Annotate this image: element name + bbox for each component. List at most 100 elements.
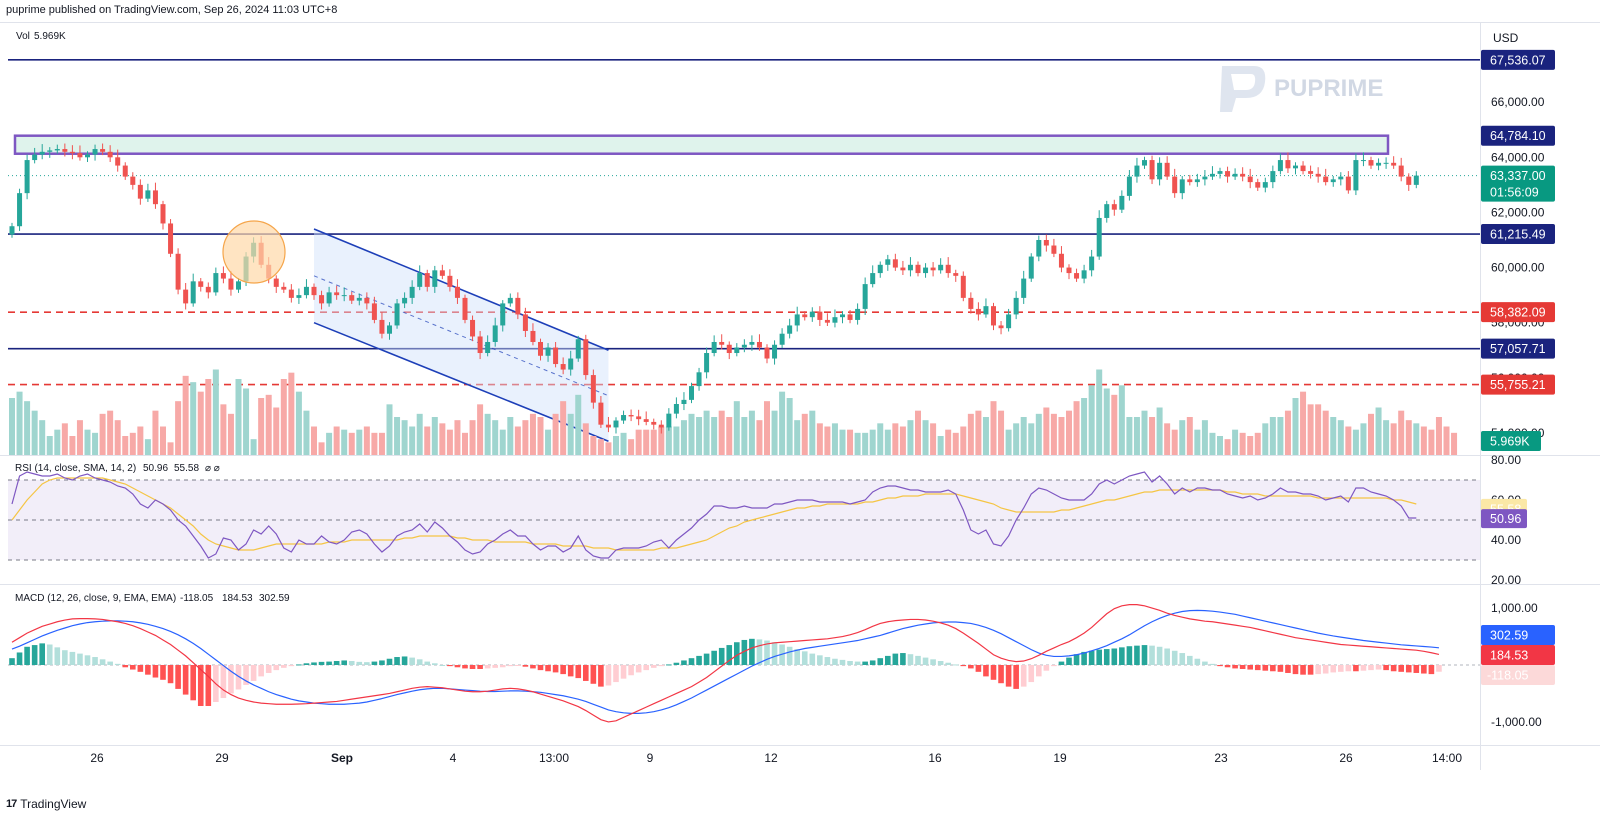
macd-histogram-bar — [1179, 653, 1186, 665]
volume-bar — [1247, 436, 1254, 455]
volume-bar — [1194, 429, 1201, 455]
macd-histogram-bar — [1285, 665, 1291, 673]
macd-histogram-bar — [650, 665, 657, 668]
candle-body — [1051, 245, 1057, 254]
volume-bar — [446, 429, 453, 455]
candle-body — [560, 364, 566, 370]
candle-body — [1194, 179, 1200, 183]
macd-histogram-bar — [288, 665, 295, 667]
candle-body — [1096, 217, 1102, 257]
volume-bar — [998, 410, 1005, 455]
volume-bar — [129, 432, 136, 455]
candle-body — [915, 264, 921, 274]
volume-bar — [1284, 410, 1291, 455]
rsi-tick-label: 80.00 — [1491, 453, 1521, 467]
volume-bar — [1141, 410, 1148, 455]
volume-bar — [907, 420, 914, 455]
volume-bar — [182, 375, 189, 455]
macd-histogram-bar — [1300, 665, 1306, 675]
candle-body — [870, 273, 876, 285]
macd-histogram-bar — [688, 658, 695, 665]
candle-body — [447, 275, 453, 287]
volume-bar — [39, 420, 46, 455]
channel-upper-line — [313, 228, 609, 351]
volume-bar — [1013, 423, 1020, 455]
volume-bar — [756, 420, 763, 455]
current-price-tag-bg — [1481, 165, 1555, 202]
macd-signal-tag: 302.59 — [1490, 629, 1528, 643]
candle-body — [1142, 160, 1147, 166]
macd-histogram-bar — [145, 665, 151, 675]
volume-bar — [1186, 417, 1193, 455]
macd-histogram-bar — [462, 665, 468, 669]
candle-body — [802, 314, 808, 318]
volume-bar — [952, 432, 959, 455]
volume-bar — [1073, 401, 1080, 455]
time-tick-label: Sep — [331, 751, 353, 765]
volume-bar — [650, 429, 657, 455]
volume-bar — [318, 442, 325, 455]
volume-bar — [477, 404, 484, 455]
macd-histogram-bar — [364, 662, 370, 665]
candle-body — [470, 319, 476, 337]
candle-body — [975, 308, 981, 315]
macd-histogram-bar — [952, 664, 959, 666]
volume-bar — [1428, 429, 1435, 455]
volume-bar — [24, 401, 31, 455]
resistance-zone-box — [13, 134, 1390, 155]
volume-bar — [1420, 426, 1427, 455]
candle-body — [379, 319, 385, 334]
volume-bar — [726, 417, 733, 455]
tradingview-footer[interactable]: 17 TradingView — [6, 797, 86, 811]
volume-bar — [816, 423, 823, 455]
macd-histogram-bar — [356, 661, 363, 665]
volume-bar — [1020, 417, 1027, 455]
candle-body — [1293, 165, 1298, 169]
candle-body — [855, 308, 861, 320]
volume-bar — [560, 401, 567, 455]
candle-body — [1021, 278, 1027, 298]
candle-body — [1323, 176, 1329, 183]
volume-bar — [658, 426, 665, 455]
candle-body — [1149, 160, 1155, 180]
macd-histogram-bar — [560, 665, 566, 675]
candle-body — [92, 149, 98, 155]
volume-bar — [175, 401, 182, 455]
volume-bar — [273, 407, 280, 455]
volume-bar — [1398, 410, 1405, 455]
volume-bar — [492, 420, 499, 455]
macd-histogram-bar — [84, 655, 91, 665]
volume-bar — [258, 398, 265, 455]
candle-body — [764, 347, 770, 359]
candle-body — [809, 311, 815, 318]
candle-body — [198, 281, 204, 287]
time-tick-label: 26 — [90, 751, 104, 765]
volume-bar — [99, 413, 106, 455]
candle-body — [402, 297, 408, 304]
volume-bar — [107, 410, 114, 455]
candle-body — [205, 286, 211, 293]
volume-bar — [831, 423, 838, 455]
macd-histogram-bar — [1141, 645, 1148, 665]
volume-bar — [915, 410, 921, 455]
volume-bar — [1156, 407, 1163, 455]
candle-body — [1277, 160, 1283, 172]
candle-body — [477, 336, 483, 354]
macd-histogram-bar — [968, 665, 974, 669]
candle-body — [17, 193, 23, 227]
volume-bar — [1375, 407, 1382, 455]
candle-body — [749, 341, 755, 345]
candle-body — [1209, 173, 1215, 177]
candle-body — [590, 375, 596, 403]
macd-histogram-bar — [545, 665, 551, 672]
volume-bar — [1201, 420, 1208, 455]
macd-histogram-bar — [1224, 665, 1231, 668]
time-tick-label: 9 — [647, 751, 654, 765]
macd-histogram-bar — [39, 643, 45, 665]
macd-histogram-bar — [197, 665, 204, 706]
volume-bar — [930, 423, 937, 455]
volume-bar — [144, 439, 151, 455]
volume-bars — [9, 369, 1458, 455]
volume-bar — [537, 417, 544, 455]
